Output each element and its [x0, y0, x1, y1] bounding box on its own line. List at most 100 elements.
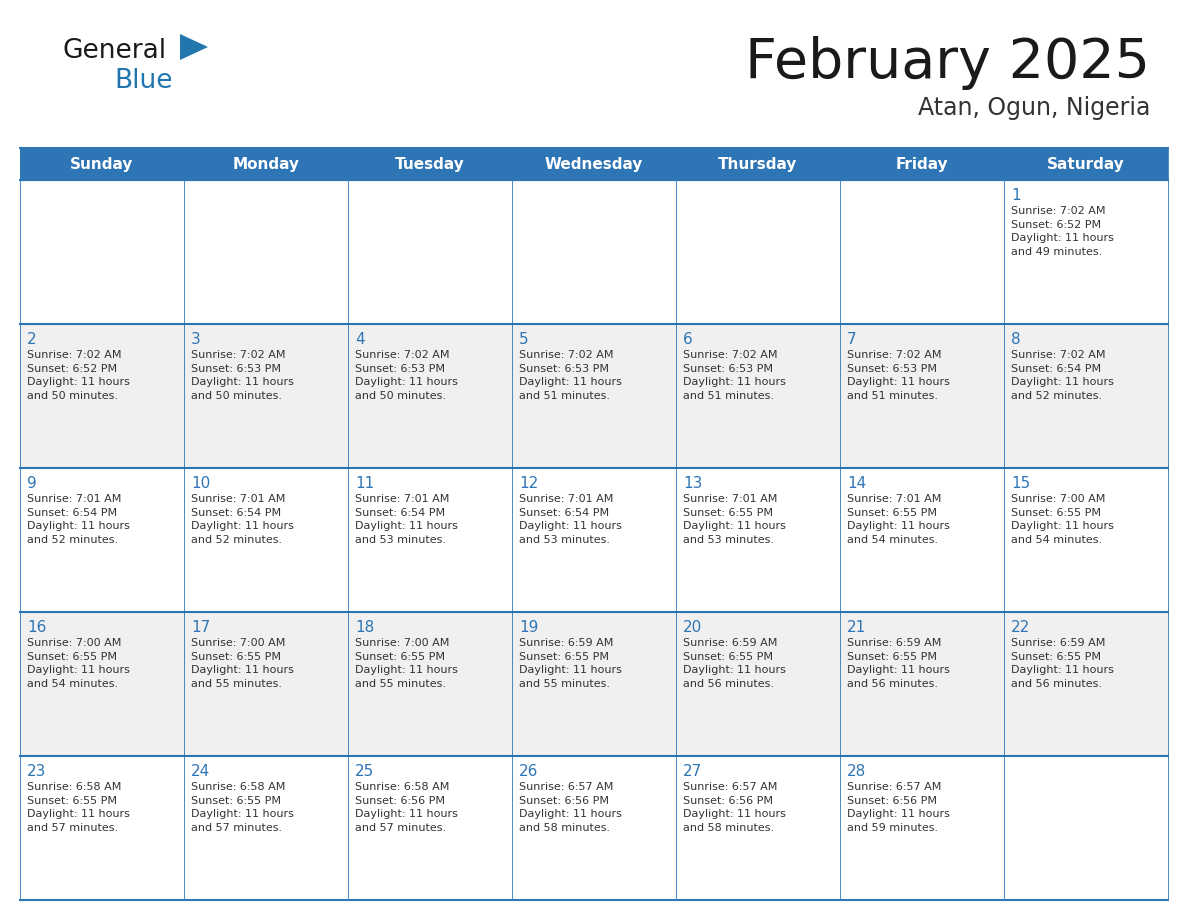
Text: February 2025: February 2025 — [745, 36, 1150, 90]
Text: 9: 9 — [27, 476, 37, 491]
Bar — [348, 612, 512, 756]
Text: 7: 7 — [847, 332, 857, 347]
Text: 20: 20 — [683, 620, 702, 635]
Bar — [840, 468, 1004, 612]
Text: Thursday: Thursday — [719, 156, 797, 172]
Text: 14: 14 — [847, 476, 866, 491]
Bar — [20, 756, 184, 900]
Text: 8: 8 — [1011, 332, 1020, 347]
Text: Sunrise: 7:02 AM
Sunset: 6:52 PM
Daylight: 11 hours
and 50 minutes.: Sunrise: 7:02 AM Sunset: 6:52 PM Dayligh… — [27, 350, 129, 401]
Text: Sunrise: 6:59 AM
Sunset: 6:55 PM
Daylight: 11 hours
and 56 minutes.: Sunrise: 6:59 AM Sunset: 6:55 PM Dayligh… — [1011, 638, 1114, 688]
Text: Sunrise: 7:00 AM
Sunset: 6:55 PM
Daylight: 11 hours
and 55 minutes.: Sunrise: 7:00 AM Sunset: 6:55 PM Dayligh… — [355, 638, 457, 688]
Text: Sunrise: 7:01 AM
Sunset: 6:55 PM
Daylight: 11 hours
and 53 minutes.: Sunrise: 7:01 AM Sunset: 6:55 PM Dayligh… — [683, 494, 786, 544]
Bar — [676, 468, 840, 612]
Bar — [184, 612, 348, 756]
Text: 13: 13 — [683, 476, 702, 491]
Text: 2: 2 — [27, 332, 37, 347]
Text: Sunrise: 7:02 AM
Sunset: 6:53 PM
Daylight: 11 hours
and 51 minutes.: Sunrise: 7:02 AM Sunset: 6:53 PM Dayligh… — [519, 350, 621, 401]
Bar — [348, 756, 512, 900]
Text: Sunrise: 6:59 AM
Sunset: 6:55 PM
Daylight: 11 hours
and 56 minutes.: Sunrise: 6:59 AM Sunset: 6:55 PM Dayligh… — [683, 638, 786, 688]
Text: 10: 10 — [191, 476, 210, 491]
Text: Sunrise: 6:57 AM
Sunset: 6:56 PM
Daylight: 11 hours
and 59 minutes.: Sunrise: 6:57 AM Sunset: 6:56 PM Dayligh… — [847, 782, 950, 833]
Bar — [676, 756, 840, 900]
Text: Monday: Monday — [233, 156, 299, 172]
Text: 12: 12 — [519, 476, 538, 491]
Bar — [512, 324, 676, 468]
Bar — [184, 756, 348, 900]
Bar — [512, 612, 676, 756]
Text: Sunday: Sunday — [70, 156, 134, 172]
Bar — [676, 180, 840, 324]
Text: Friday: Friday — [896, 156, 948, 172]
Bar — [1004, 756, 1168, 900]
Bar — [20, 148, 1168, 180]
Text: Sunrise: 6:58 AM
Sunset: 6:55 PM
Daylight: 11 hours
and 57 minutes.: Sunrise: 6:58 AM Sunset: 6:55 PM Dayligh… — [191, 782, 293, 833]
Bar — [348, 180, 512, 324]
Text: 25: 25 — [355, 764, 374, 779]
Text: 21: 21 — [847, 620, 866, 635]
Bar — [840, 756, 1004, 900]
Bar — [1004, 612, 1168, 756]
Bar — [348, 468, 512, 612]
Bar — [20, 180, 184, 324]
Text: Sunrise: 7:02 AM
Sunset: 6:53 PM
Daylight: 11 hours
and 51 minutes.: Sunrise: 7:02 AM Sunset: 6:53 PM Dayligh… — [847, 350, 950, 401]
Bar — [512, 756, 676, 900]
Text: Sunrise: 7:02 AM
Sunset: 6:53 PM
Daylight: 11 hours
and 50 minutes.: Sunrise: 7:02 AM Sunset: 6:53 PM Dayligh… — [355, 350, 457, 401]
Text: 15: 15 — [1011, 476, 1030, 491]
Text: Wednesday: Wednesday — [545, 156, 643, 172]
Text: 17: 17 — [191, 620, 210, 635]
Bar — [348, 324, 512, 468]
Text: 5: 5 — [519, 332, 529, 347]
Text: Sunrise: 7:02 AM
Sunset: 6:54 PM
Daylight: 11 hours
and 52 minutes.: Sunrise: 7:02 AM Sunset: 6:54 PM Dayligh… — [1011, 350, 1114, 401]
Text: Sunrise: 6:59 AM
Sunset: 6:55 PM
Daylight: 11 hours
and 55 minutes.: Sunrise: 6:59 AM Sunset: 6:55 PM Dayligh… — [519, 638, 621, 688]
Bar — [840, 180, 1004, 324]
Text: Sunrise: 7:00 AM
Sunset: 6:55 PM
Daylight: 11 hours
and 55 minutes.: Sunrise: 7:00 AM Sunset: 6:55 PM Dayligh… — [191, 638, 293, 688]
Text: Sunrise: 7:01 AM
Sunset: 6:54 PM
Daylight: 11 hours
and 52 minutes.: Sunrise: 7:01 AM Sunset: 6:54 PM Dayligh… — [191, 494, 293, 544]
Bar — [676, 324, 840, 468]
Text: Sunrise: 6:58 AM
Sunset: 6:56 PM
Daylight: 11 hours
and 57 minutes.: Sunrise: 6:58 AM Sunset: 6:56 PM Dayligh… — [355, 782, 457, 833]
Text: 28: 28 — [847, 764, 866, 779]
Text: Sunrise: 7:01 AM
Sunset: 6:54 PM
Daylight: 11 hours
and 53 minutes.: Sunrise: 7:01 AM Sunset: 6:54 PM Dayligh… — [519, 494, 621, 544]
Bar — [1004, 180, 1168, 324]
Text: Sunrise: 7:01 AM
Sunset: 6:54 PM
Daylight: 11 hours
and 53 minutes.: Sunrise: 7:01 AM Sunset: 6:54 PM Dayligh… — [355, 494, 457, 544]
Polygon shape — [181, 34, 208, 60]
Bar — [1004, 324, 1168, 468]
Bar — [20, 324, 184, 468]
Text: Blue: Blue — [114, 68, 172, 94]
Text: Sunrise: 7:02 AM
Sunset: 6:52 PM
Daylight: 11 hours
and 49 minutes.: Sunrise: 7:02 AM Sunset: 6:52 PM Dayligh… — [1011, 206, 1114, 257]
Text: Sunrise: 6:57 AM
Sunset: 6:56 PM
Daylight: 11 hours
and 58 minutes.: Sunrise: 6:57 AM Sunset: 6:56 PM Dayligh… — [683, 782, 786, 833]
Text: Sunrise: 7:00 AM
Sunset: 6:55 PM
Daylight: 11 hours
and 54 minutes.: Sunrise: 7:00 AM Sunset: 6:55 PM Dayligh… — [27, 638, 129, 688]
Text: Sunrise: 7:01 AM
Sunset: 6:54 PM
Daylight: 11 hours
and 52 minutes.: Sunrise: 7:01 AM Sunset: 6:54 PM Dayligh… — [27, 494, 129, 544]
Text: 19: 19 — [519, 620, 538, 635]
Text: Saturday: Saturday — [1047, 156, 1125, 172]
Text: Sunrise: 6:58 AM
Sunset: 6:55 PM
Daylight: 11 hours
and 57 minutes.: Sunrise: 6:58 AM Sunset: 6:55 PM Dayligh… — [27, 782, 129, 833]
Text: 26: 26 — [519, 764, 538, 779]
Text: 1: 1 — [1011, 188, 1020, 203]
Bar — [20, 468, 184, 612]
Bar — [20, 612, 184, 756]
Text: 4: 4 — [355, 332, 365, 347]
Text: 27: 27 — [683, 764, 702, 779]
Bar — [184, 324, 348, 468]
Text: 23: 23 — [27, 764, 46, 779]
Text: Sunrise: 7:02 AM
Sunset: 6:53 PM
Daylight: 11 hours
and 51 minutes.: Sunrise: 7:02 AM Sunset: 6:53 PM Dayligh… — [683, 350, 786, 401]
Text: 22: 22 — [1011, 620, 1030, 635]
Text: 3: 3 — [191, 332, 201, 347]
Text: 16: 16 — [27, 620, 46, 635]
Text: Tuesday: Tuesday — [396, 156, 465, 172]
Bar — [512, 468, 676, 612]
Text: 24: 24 — [191, 764, 210, 779]
Text: Sunrise: 7:02 AM
Sunset: 6:53 PM
Daylight: 11 hours
and 50 minutes.: Sunrise: 7:02 AM Sunset: 6:53 PM Dayligh… — [191, 350, 293, 401]
Bar — [184, 468, 348, 612]
Text: General: General — [62, 38, 166, 64]
Text: Sunrise: 6:59 AM
Sunset: 6:55 PM
Daylight: 11 hours
and 56 minutes.: Sunrise: 6:59 AM Sunset: 6:55 PM Dayligh… — [847, 638, 950, 688]
Bar — [840, 612, 1004, 756]
Text: 11: 11 — [355, 476, 374, 491]
Bar — [676, 612, 840, 756]
Text: 6: 6 — [683, 332, 693, 347]
Text: Sunrise: 6:57 AM
Sunset: 6:56 PM
Daylight: 11 hours
and 58 minutes.: Sunrise: 6:57 AM Sunset: 6:56 PM Dayligh… — [519, 782, 621, 833]
Bar — [840, 324, 1004, 468]
Bar — [1004, 468, 1168, 612]
Text: 18: 18 — [355, 620, 374, 635]
Bar — [512, 180, 676, 324]
